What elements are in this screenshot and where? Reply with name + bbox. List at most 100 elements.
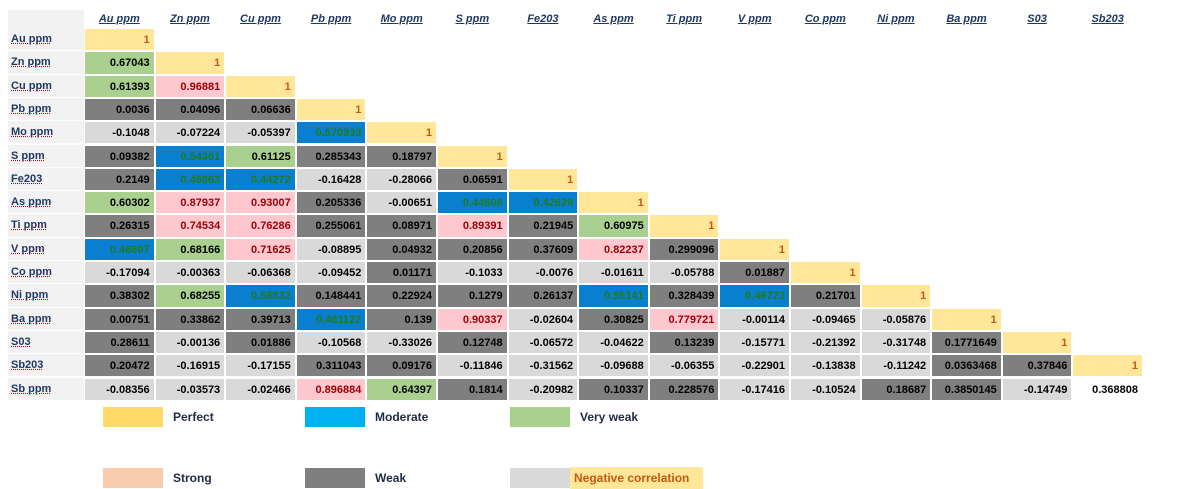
row-label: S03 [8, 330, 84, 355]
correlation-cell: 0.90337 [437, 307, 508, 331]
correlation-cell: 0.01171 [366, 261, 437, 285]
correlation-cell: 0.04096 [154, 97, 226, 122]
correlation-cell: -0.33026 [366, 330, 437, 355]
correlation-cell: -0.0076 [507, 261, 579, 285]
correlation-cell: -0.16915 [154, 354, 226, 378]
row-label: Ba ppm [8, 307, 84, 331]
correlation-cell: 0.61393 [84, 74, 155, 98]
correlation-cell: 0.44272 [225, 167, 296, 192]
correlation-cell: -0.11242 [860, 354, 932, 378]
legend-swatch [305, 407, 365, 427]
correlation-cell: -0.05397 [225, 121, 296, 145]
correlation-cell: 0.10337 [578, 377, 649, 401]
correlation-cell: 0.37846 [1001, 354, 1073, 378]
correlation-cell: -0.06572 [507, 330, 579, 355]
legend-swatch [510, 468, 570, 488]
row-label: Zn ppm [8, 51, 84, 75]
correlation-cell: 0.46863 [154, 167, 226, 192]
correlation-cell: -0.11846 [437, 354, 508, 378]
row-label: Sb203 [8, 354, 84, 378]
correlation-cell: 0.12748 [437, 330, 508, 355]
correlation-cell: 0.09382 [84, 144, 155, 168]
correlation-cell: -0.09688 [578, 354, 649, 378]
row-label: As ppm [8, 191, 84, 215]
correlation-cell: 0.30825 [578, 307, 649, 331]
column-header: Ti ppm [666, 13, 703, 25]
correlation-cell: 0.311043 [295, 354, 367, 378]
correlation-cell: -0.1048 [84, 121, 155, 145]
correlation-cell: 0.21945 [507, 214, 579, 238]
legend-swatch [103, 407, 163, 427]
correlation-cell: 1 [1072, 354, 1143, 378]
correlation-cell: -0.06355 [648, 354, 720, 378]
correlation-cell: 0.61125 [225, 144, 296, 168]
correlation-cell: 0.26315 [84, 214, 155, 238]
correlation-cell: 1 [84, 28, 155, 52]
correlation-cell: 0.328439 [648, 284, 720, 308]
correlation-cell: -0.31562 [507, 354, 579, 378]
correlation-cell: 0.228576 [648, 377, 720, 401]
correlation-cell: 0.38302 [84, 284, 155, 308]
column-header: Ba ppm [946, 13, 987, 25]
correlation-cell: -0.17155 [225, 354, 296, 378]
correlation-cell: -0.03573 [154, 377, 226, 401]
correlation-cell: 1 [719, 237, 790, 261]
correlation-cell: 0.21701 [790, 284, 861, 308]
row-label: S ppm [8, 144, 84, 168]
correlation-cell: -0.28066 [366, 167, 437, 192]
column-header: Mo ppm [380, 13, 423, 25]
correlation-cell: 1 [578, 191, 649, 215]
correlation-cell: 1 [860, 284, 932, 308]
row-label: Au ppm [8, 28, 84, 52]
correlation-cell: 0.39713 [225, 307, 296, 331]
correlation-cell: 1 [366, 121, 437, 145]
correlation-cell: 0.00751 [84, 307, 155, 331]
correlation-cell: 1 [648, 214, 720, 238]
column-header: S ppm [455, 13, 490, 25]
correlation-cell: 0.08971 [366, 214, 437, 238]
correlation-cell: 0.205336 [295, 191, 367, 215]
correlation-cell: 0.44608 [437, 191, 508, 215]
correlation-cell: 1 [790, 261, 861, 285]
correlation-cell: 0.1279 [437, 284, 508, 308]
correlation-cell: -0.05876 [860, 307, 932, 331]
correlation-cell: -0.00651 [366, 191, 437, 215]
correlation-cell: 0.96881 [154, 74, 226, 98]
correlation-cell: 0.37609 [507, 237, 579, 261]
column-header: As ppm [593, 13, 634, 25]
correlation-cell: -0.22901 [719, 354, 790, 378]
row-label: Cu ppm [8, 74, 84, 98]
legend-label: Very weak [580, 410, 639, 424]
row-label: Mo ppm [8, 121, 84, 145]
correlation-cell: -0.21392 [790, 330, 861, 355]
correlation-cell: -0.07224 [154, 121, 226, 145]
row-label: Co ppm [8, 261, 84, 285]
correlation-cell: 0.896884 [295, 377, 367, 401]
correlation-cell: 0.28611 [84, 330, 155, 355]
correlation-cell: 0.299096 [648, 237, 720, 261]
correlation-cell: 0.20856 [437, 237, 508, 261]
correlation-cell: 0.18687 [860, 377, 932, 401]
correlation-cell: 0.0363468 [931, 354, 1002, 378]
correlation-cell: -0.31748 [860, 330, 932, 355]
legend-swatch [510, 407, 570, 427]
column-header: Co ppm [804, 13, 846, 25]
column-header: Pb ppm [310, 13, 352, 25]
correlation-cell: 0.461122 [295, 307, 367, 331]
correlation-cell: 0.13239 [648, 330, 720, 355]
correlation-cell: 0.1771649 [931, 330, 1002, 355]
column-header: Au ppm [98, 13, 140, 25]
legend-label: Moderate [375, 410, 429, 424]
correlation-cell: 0.22924 [366, 284, 437, 308]
legend-swatch [103, 468, 163, 488]
correlation-cell: 1 [154, 51, 226, 75]
correlation-cell: 0.01886 [225, 330, 296, 355]
legend-label: Strong [173, 471, 212, 485]
correlation-cell: 0.67043 [84, 51, 155, 75]
legend-label: Perfect [173, 410, 214, 424]
column-header: Ni ppm [877, 13, 915, 25]
correlation-cell: -0.08356 [84, 377, 155, 401]
correlation-cell: 0.60302 [84, 191, 155, 215]
column-header: V ppm [737, 13, 772, 25]
